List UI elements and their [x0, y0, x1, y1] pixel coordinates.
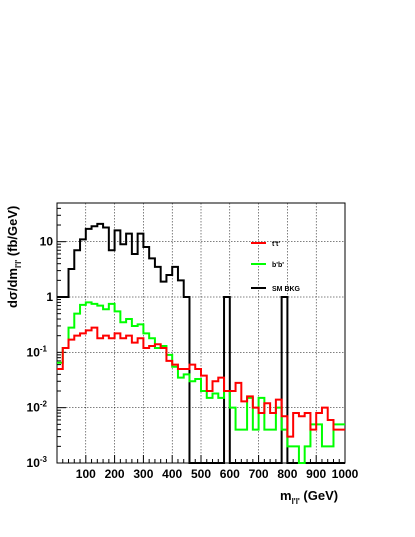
x-tick-label: 300: [133, 467, 153, 481]
x-tick-label: 100: [76, 467, 96, 481]
tick-labels: 100 200 300 400 500 600 700 800 900 1000 10-3 10-2 1…: [27, 235, 359, 481]
x-tick-label: 600: [220, 467, 240, 481]
legend: t't' b'b' SM BKG: [251, 241, 301, 293]
y-tick-label: 10: [40, 235, 54, 249]
x-tick-label: 800: [277, 467, 297, 481]
series-line-SM BKG: [57, 222, 345, 464]
x-tick-label: 200: [105, 467, 125, 481]
x-tick-label: 700: [249, 467, 269, 481]
series-layer: [57, 222, 345, 464]
x-tick-label: 500: [191, 467, 211, 481]
grid-lines: [57, 203, 345, 463]
axis-ticks: [57, 207, 346, 464]
y-tick-label: 10-3: [27, 455, 48, 470]
x-tick-label: 400: [162, 467, 182, 481]
series-line-b'b': [57, 301, 345, 464]
y-axis-title: dσ/dml'l' (fb/GeV): [5, 206, 23, 308]
x-axis-title: ml'l' (GeV): [280, 488, 338, 506]
series-line-t't': [57, 326, 345, 438]
y-tick-label: 10-1: [27, 344, 48, 359]
y-tick-label: 1: [46, 290, 53, 304]
legend-label: SM BKG: [272, 286, 301, 293]
x-tick-label: 900: [306, 467, 326, 481]
legend-label: t't': [272, 241, 280, 248]
y-tick-label: 10-2: [27, 400, 48, 415]
x-tick-label: 1000: [332, 467, 359, 481]
legend-label: b'b': [272, 262, 284, 269]
